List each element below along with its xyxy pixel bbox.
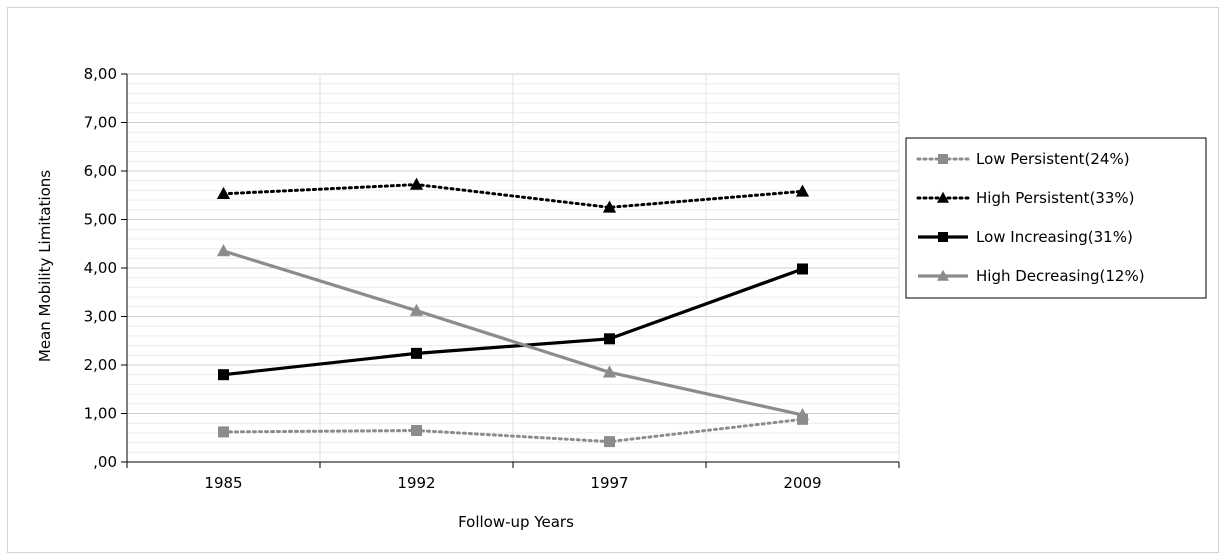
y-tick-label: 5,00 bbox=[84, 211, 117, 229]
data-point bbox=[411, 347, 422, 359]
series-line bbox=[222, 183, 804, 209]
data-point bbox=[795, 184, 810, 197]
series-3 bbox=[218, 263, 808, 381]
data-point bbox=[409, 177, 424, 190]
y-tick-label: 6,00 bbox=[84, 162, 117, 180]
legend-item: Low Increasing(31%) bbox=[918, 228, 1133, 246]
legend-box bbox=[905, 137, 1207, 299]
y-tick-label: 1,00 bbox=[84, 405, 117, 423]
legend-label: Low Increasing(31%) bbox=[976, 228, 1133, 246]
legend-marker bbox=[938, 154, 948, 164]
y-tick-label: ,00 bbox=[93, 453, 117, 471]
grid-lines bbox=[126, 73, 900, 462]
data-point bbox=[602, 365, 617, 378]
line-chart: ,00 1,00 2,00 3,00 4,00 5,00 6,00 7,00 8,00 1985 1… bbox=[36, 65, 1207, 531]
data-point bbox=[218, 369, 229, 381]
data-point bbox=[216, 186, 231, 199]
tick-labels: ,00 1,00 2,00 3,00 4,00 5,00 6,00 7,00 8,00 1985 1… bbox=[84, 65, 822, 492]
legend-label: High Decreasing(12%) bbox=[976, 267, 1145, 285]
data-point bbox=[797, 263, 808, 275]
y-tick-label: 8,00 bbox=[84, 65, 117, 83]
chart-frame: ,00 1,00 2,00 3,00 4,00 5,00 6,00 7,00 8,00 1985 1… bbox=[7, 7, 1219, 553]
data-point bbox=[411, 424, 422, 436]
legend-label: High Persistent(33%) bbox=[976, 189, 1135, 207]
x-tick-label: 1997 bbox=[590, 474, 628, 492]
x-tick-label: 1992 bbox=[397, 474, 435, 492]
data-point bbox=[604, 333, 615, 345]
legend-item: High Persistent(33%) bbox=[916, 189, 1135, 207]
y-tick-label: 2,00 bbox=[84, 356, 117, 374]
y-tick-label: 3,00 bbox=[84, 308, 117, 326]
data-point bbox=[409, 303, 424, 316]
legend-marker bbox=[938, 232, 948, 242]
series-2 bbox=[216, 177, 810, 213]
legend: Low Persistent(24%) High Persistent(33%) L… bbox=[905, 137, 1207, 299]
series-line bbox=[223, 249, 803, 417]
y-tick-label: 4,00 bbox=[84, 259, 117, 277]
y-tick-label: 7,00 bbox=[84, 114, 117, 132]
legend-item: High Decreasing(12%) bbox=[918, 267, 1145, 285]
axes bbox=[121, 73, 900, 468]
series-4 bbox=[216, 244, 810, 421]
legend-marker bbox=[937, 191, 949, 203]
data-point bbox=[218, 426, 229, 438]
data-point bbox=[795, 408, 810, 421]
x-tick-label: 1985 bbox=[204, 474, 242, 492]
series-line bbox=[223, 267, 804, 377]
series-line bbox=[222, 417, 804, 444]
data-point bbox=[602, 200, 617, 213]
legend-marker bbox=[937, 269, 949, 281]
legend-item: Low Persistent(24%) bbox=[916, 150, 1130, 168]
x-tick-label: 2009 bbox=[783, 474, 821, 492]
x-axis-title: Follow-up Years bbox=[458, 513, 574, 531]
y-axis-title: Mean Mobility Limitations bbox=[36, 170, 54, 362]
data-point bbox=[216, 244, 231, 257]
series-lines bbox=[216, 177, 810, 448]
data-point bbox=[604, 436, 615, 448]
legend-label: Low Persistent(24%) bbox=[976, 150, 1130, 168]
